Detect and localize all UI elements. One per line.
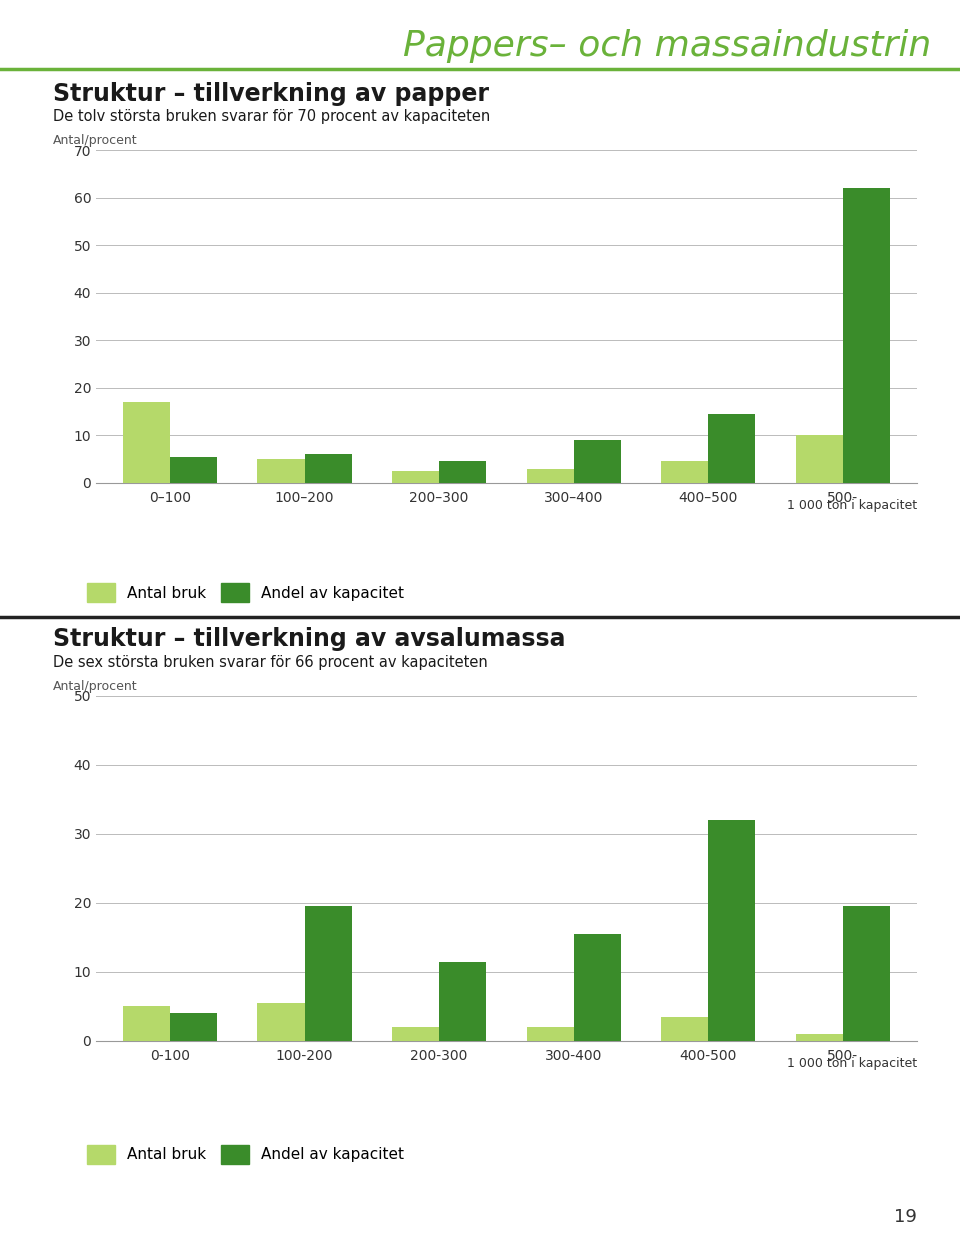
Text: 1 000 ton i kapacitet: 1 000 ton i kapacitet [786,1057,917,1070]
Bar [574,440,621,483]
Bar [257,459,304,483]
Bar [170,1013,217,1041]
Bar [392,472,439,483]
Text: Struktur – tillverkning av avsalumassa: Struktur – tillverkning av avsalumassa [53,627,565,651]
Bar [439,962,486,1041]
Bar [843,188,890,483]
Bar [304,907,351,1041]
Bar [843,907,890,1041]
Text: Pappers– och massaindustrin: Pappers– och massaindustrin [403,29,931,63]
Text: De tolv största bruken svarar för 70 procent av kapaciteten: De tolv största bruken svarar för 70 pro… [53,109,490,124]
Text: De sex största bruken svarar för 66 procent av kapaciteten: De sex största bruken svarar för 66 proc… [53,655,488,670]
Bar [123,1006,170,1041]
Bar [796,435,843,483]
Bar [170,456,217,483]
Bar [574,934,621,1041]
Text: Antal/procent: Antal/procent [53,134,137,147]
Bar [527,469,574,483]
Bar [708,820,756,1041]
Bar [661,1017,708,1041]
Text: 19: 19 [894,1209,917,1226]
Text: Struktur – tillverkning av papper: Struktur – tillverkning av papper [53,82,489,105]
Bar [257,1003,304,1041]
Bar [392,1027,439,1041]
Text: Antal/procent: Antal/procent [53,680,137,692]
Bar [527,1027,574,1041]
Bar [439,461,486,483]
Legend: Antal bruk, Andel av kapacitet: Antal bruk, Andel av kapacitet [87,1145,404,1164]
Legend: Antal bruk, Andel av kapacitet: Antal bruk, Andel av kapacitet [87,583,404,602]
Text: 1 000 ton i kapacitet: 1 000 ton i kapacitet [786,499,917,512]
Bar [796,1033,843,1041]
Bar [304,454,351,483]
Bar [123,403,170,483]
Bar [708,414,756,483]
Bar [661,461,708,483]
